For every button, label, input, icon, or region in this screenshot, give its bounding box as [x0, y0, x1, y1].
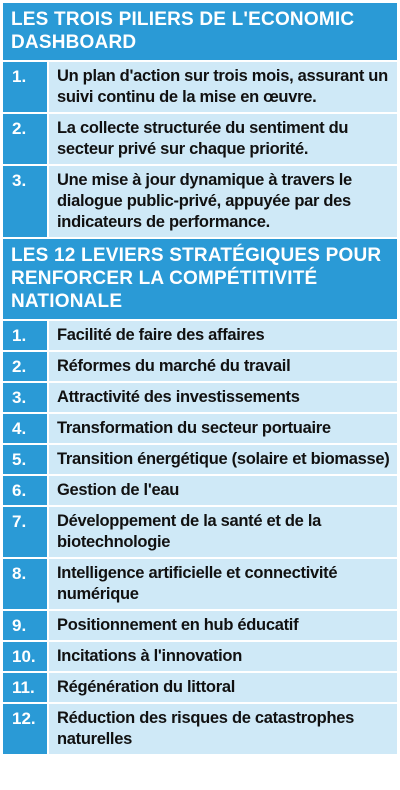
- item-number: 3.: [3, 383, 49, 412]
- section1-title: LES TROIS PILIERS DE L'ECONOMIC DASHBOAR…: [3, 3, 397, 62]
- list-item: 12. Réduction des risques de catastrophes…: [3, 704, 397, 756]
- item-text: Gestion de l'eau: [49, 476, 397, 505]
- list-item: 11. Régénération du littoral: [3, 673, 397, 704]
- list-item: 3. Une mise à jour dynamique à travers le…: [3, 166, 397, 239]
- list-item: 4. Transformation du secteur portuaire: [3, 414, 397, 445]
- item-text: Développement de la santé et de la biote…: [49, 507, 397, 557]
- item-text: Facilité de faire des affaires: [49, 321, 397, 350]
- item-number: 2.: [3, 352, 49, 381]
- item-number: 7.: [3, 507, 49, 557]
- item-text: La collecte structurée du sentiment du s…: [49, 114, 397, 164]
- item-number: 5.: [3, 445, 49, 474]
- list-item: 5. Transition énergétique (solaire et bio…: [3, 445, 397, 476]
- info-panel: LES TROIS PILIERS DE L'ECONOMIC DASHBOAR…: [3, 3, 397, 756]
- list-item: 2. Réformes du marché du travail: [3, 352, 397, 383]
- item-text: Attractivité des investissements: [49, 383, 397, 412]
- item-number: 6.: [3, 476, 49, 505]
- item-text: Une mise à jour dynamique à travers le d…: [49, 166, 397, 237]
- list-item: 9. Positionnement en hub éducatif: [3, 611, 397, 642]
- item-text: Transformation du secteur portuaire: [49, 414, 397, 443]
- list-item: 10. Incitations à l'innovation: [3, 642, 397, 673]
- item-number: 1.: [3, 62, 49, 112]
- item-number: 9.: [3, 611, 49, 640]
- section2-title: LES 12 LEVIERS STRATÉGIQUES POUR RENFORC…: [3, 239, 397, 321]
- item-text: Transition énergétique (solaire et bioma…: [49, 445, 397, 474]
- item-number: 8.: [3, 559, 49, 609]
- item-text: Régénération du littoral: [49, 673, 397, 702]
- item-number: 11.: [3, 673, 49, 702]
- list-item: 2. La collecte structurée du sentiment du…: [3, 114, 397, 166]
- list-item: 6. Gestion de l'eau: [3, 476, 397, 507]
- item-number: 12.: [3, 704, 49, 754]
- item-text: Positionnement en hub éducatif: [49, 611, 397, 640]
- list-item: 1. Un plan d'action sur trois mois, assur…: [3, 62, 397, 114]
- item-number: 10.: [3, 642, 49, 671]
- section2-list: 1. Facilité de faire des affaires 2. Réform…: [3, 321, 397, 756]
- item-text: Réformes du marché du travail: [49, 352, 397, 381]
- list-item: 1. Facilité de faire des affaires: [3, 321, 397, 352]
- item-number: 3.: [3, 166, 49, 237]
- item-number: 1.: [3, 321, 49, 350]
- item-number: 4.: [3, 414, 49, 443]
- item-text: Incitations à l'innovation: [49, 642, 397, 671]
- list-item: 8. Intelligence artificielle et connectiv…: [3, 559, 397, 611]
- item-text: Un plan d'action sur trois mois, assuran…: [49, 62, 397, 112]
- list-item: 3. Attractivité des investissements: [3, 383, 397, 414]
- item-text: Intelligence artificielle et connectivit…: [49, 559, 397, 609]
- item-number: 2.: [3, 114, 49, 164]
- item-text: Réduction des risques de catastrophes na…: [49, 704, 397, 754]
- section1-list: 1. Un plan d'action sur trois mois, assur…: [3, 62, 397, 239]
- list-item: 7. Développement de la santé et de la bio…: [3, 507, 397, 559]
